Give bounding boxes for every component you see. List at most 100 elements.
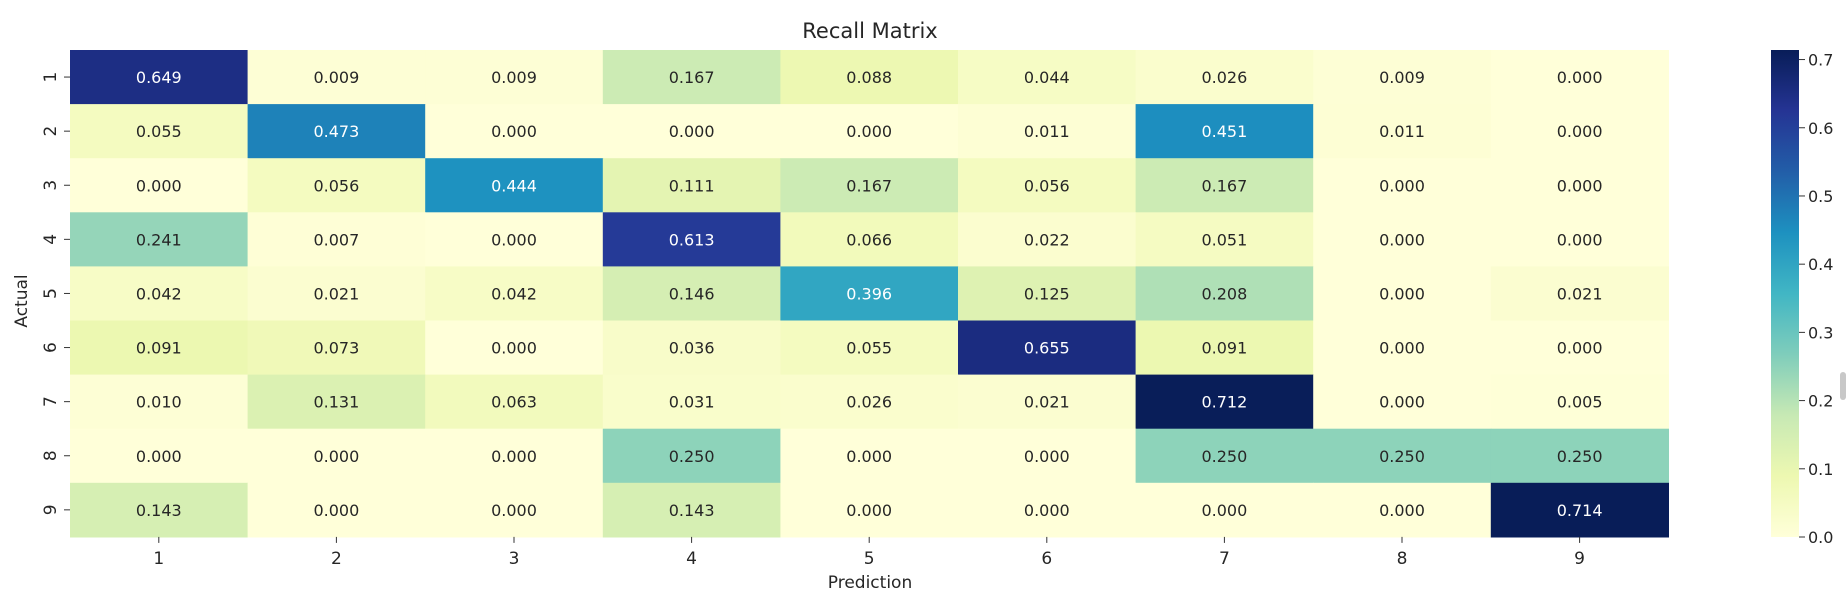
cell-value-label: 0.000 [313, 501, 359, 520]
heatmap-cell [247, 266, 426, 322]
cell-value-label: 0.000 [1557, 68, 1603, 87]
cell-value-label: 0.051 [1201, 230, 1247, 249]
cell-value-label: 0.055 [846, 339, 892, 358]
heatmap-cell [247, 374, 426, 430]
y-tick-label: 6 [41, 342, 61, 353]
cell-value-label: 0.000 [491, 339, 537, 358]
cell-value-label: 0.000 [313, 447, 359, 466]
heatmap-cell [602, 158, 781, 213]
heatmap-cell [247, 428, 426, 484]
cell-value-label: 0.714 [1557, 501, 1603, 520]
heatmap-cell [1135, 482, 1314, 538]
heatmap-cell [780, 50, 959, 105]
heatmap-cell [1313, 428, 1492, 484]
cell-value-label: 0.000 [136, 447, 182, 466]
heatmap-cell [1135, 212, 1314, 267]
scrollbar-thumb[interactable] [1840, 372, 1846, 400]
cell-value-label: 0.091 [136, 339, 182, 358]
heatmap-cell [247, 482, 426, 538]
cell-value-label: 0.009 [491, 68, 537, 87]
cell-value-label: 0.088 [846, 68, 892, 87]
cell-value-label: 0.010 [136, 393, 182, 412]
cell-value-label: 0.000 [1379, 284, 1425, 303]
cell-value-label: 0.655 [1024, 339, 1070, 358]
heatmap-cell [425, 482, 604, 538]
x-tick-label: 2 [331, 549, 342, 569]
cell-value-label: 0.056 [1024, 176, 1070, 195]
cell-value-label: 0.208 [1201, 284, 1247, 303]
x-tick-label: 7 [1219, 549, 1230, 569]
heatmap-cell [602, 266, 781, 322]
cell-value-label: 0.063 [491, 393, 537, 412]
x-tick-label: 3 [509, 549, 520, 569]
heatmap-cell [958, 158, 1137, 213]
heatmap-cell [958, 212, 1137, 267]
heatmap-cell [780, 374, 959, 430]
y-tick-label: 3 [41, 180, 61, 191]
heatmap-cell [602, 320, 781, 376]
heatmap-cell [1135, 428, 1314, 484]
cell-value-label: 0.000 [1379, 501, 1425, 520]
heatmap-cell [780, 428, 959, 484]
heatmap-cell [1313, 212, 1492, 267]
cell-value-label: 0.000 [846, 122, 892, 141]
cell-value-label: 0.021 [1557, 284, 1603, 303]
heatmap-cell [1313, 320, 1492, 376]
cell-value-label: 0.000 [669, 122, 715, 141]
cell-value-label: 0.451 [1201, 122, 1247, 141]
heatmap-cell [247, 158, 426, 213]
colorbar-tick-label: 0.4 [1808, 255, 1833, 274]
heatmap-cell [70, 266, 249, 322]
heatmap-cell [1135, 374, 1314, 430]
heatmap-cell [958, 104, 1137, 159]
heatmap-cell [425, 266, 604, 322]
heatmap-cell [958, 428, 1137, 484]
heatmap-cell [1313, 104, 1492, 159]
cell-value-label: 0.000 [1024, 501, 1070, 520]
heatmap-cell [1135, 266, 1314, 322]
cell-value-label: 0.000 [846, 447, 892, 466]
cell-value-label: 0.167 [1201, 176, 1247, 195]
heatmap-cell [1490, 482, 1669, 538]
x-tick-label: 6 [1041, 549, 1052, 569]
cell-value-label: 0.021 [1024, 393, 1070, 412]
heatmap-cell [780, 320, 959, 376]
y-tick-label: 4 [41, 234, 61, 245]
heatmap-cell [602, 212, 781, 267]
heatmap-cell [958, 320, 1137, 376]
cell-value-label: 0.022 [1024, 230, 1070, 249]
heatmap-cell [958, 50, 1137, 105]
cell-value-label: 0.000 [1557, 176, 1603, 195]
colorbar-tick-label: 0.3 [1808, 323, 1833, 342]
y-tick-label: 7 [41, 396, 61, 407]
heatmap-cells [70, 50, 1669, 538]
heatmap-cell [958, 374, 1137, 430]
cell-value-label: 0.000 [1379, 339, 1425, 358]
heatmap-cell [247, 212, 426, 267]
cell-value-label: 0.055 [136, 122, 182, 141]
y-tick-label: 2 [41, 126, 61, 137]
heatmap-cell [70, 482, 249, 538]
cell-value-label: 0.000 [136, 176, 182, 195]
x-tick-label: 5 [864, 549, 875, 569]
heatmap-cell [1135, 320, 1314, 376]
colorbar-tick-label: 0.1 [1808, 460, 1833, 479]
heatmap-cell [1135, 104, 1314, 159]
colorbar-ticks: 0.0 0.1 0.2 0.3 0.4 0.5 0.6 0.7 [1799, 51, 1833, 547]
heatmap-cell [1135, 158, 1314, 213]
cell-value-label: 0.125 [1024, 284, 1070, 303]
heatmap-cell [1490, 212, 1669, 267]
heatmap-cell [247, 50, 426, 105]
heatmap-cell [1490, 374, 1669, 430]
heatmap-cell [247, 104, 426, 159]
cell-value-label: 0.000 [1557, 339, 1603, 358]
heatmap-cell [780, 158, 959, 213]
cell-value-label: 0.000 [491, 501, 537, 520]
cell-value-label: 0.000 [491, 447, 537, 466]
heatmap-cell [425, 212, 604, 267]
x-tick-label: 1 [153, 549, 164, 569]
cell-value-label: 0.473 [313, 122, 359, 141]
cell-value-label: 0.000 [491, 230, 537, 249]
cell-value-label: 0.005 [1557, 393, 1603, 412]
cell-value-label: 0.000 [1379, 393, 1425, 412]
